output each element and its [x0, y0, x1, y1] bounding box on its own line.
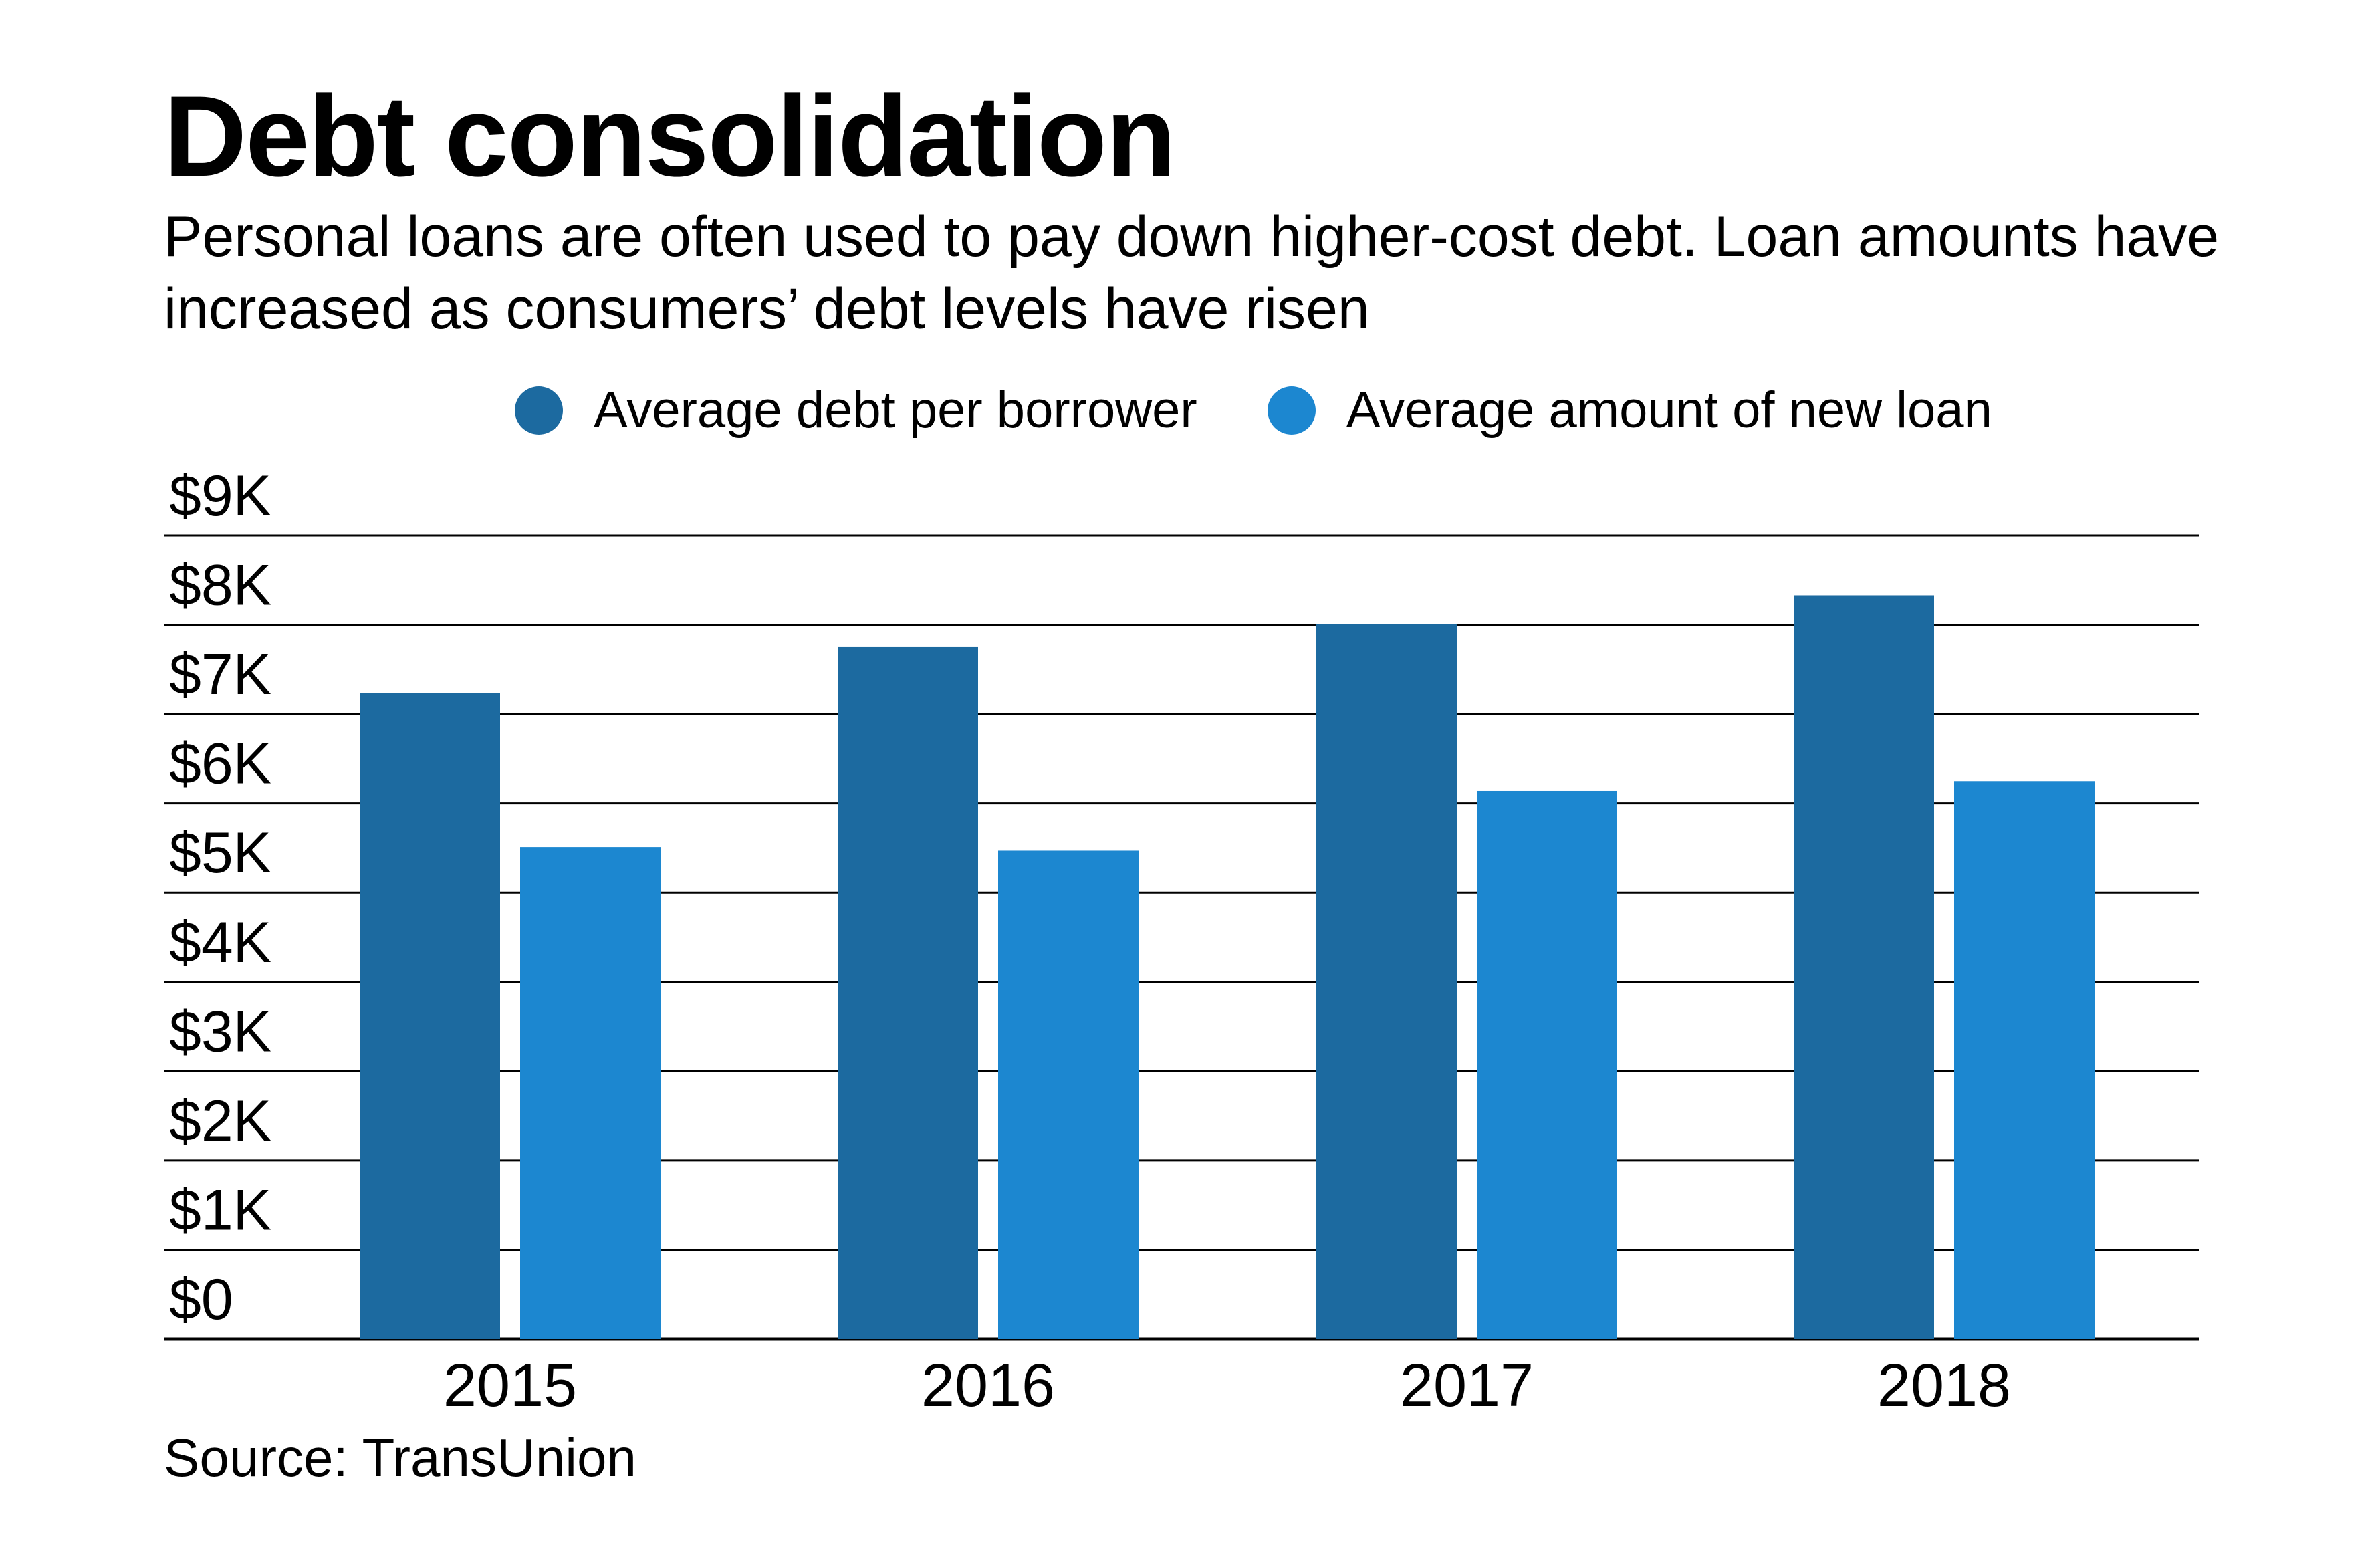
y-tick-label: $2K: [169, 1089, 271, 1153]
legend-label: Average debt per borrower: [594, 382, 1197, 439]
bar-new-loan-2015: [520, 847, 661, 1339]
y-tick-label: $7K: [169, 642, 271, 707]
bar-new-loan-2017: [1477, 790, 1617, 1339]
bar-debt-per-borrower-2016: [838, 646, 978, 1339]
bar-debt-per-borrower-2015: [360, 693, 500, 1339]
x-tick-label: 2015: [443, 1352, 577, 1419]
bar-new-loan-2016: [998, 850, 1139, 1339]
y-tick-label: $1K: [169, 1178, 271, 1242]
x-tick-label: 2018: [1877, 1352, 2011, 1419]
y-tick-label: $8K: [169, 554, 271, 618]
y-tick-label: $0: [169, 1268, 233, 1332]
bar-debt-per-borrower-2018: [1794, 595, 1934, 1340]
chart-title: Debt consolidation: [164, 72, 1176, 201]
bar-new-loan-2018: [1954, 781, 2095, 1339]
source-note: Source: TransUnion: [164, 1428, 637, 1487]
legend-label: Average amount of new loan: [1346, 382, 1992, 439]
chart-subtitle: Personal loans are often used to pay dow…: [164, 205, 2220, 341]
y-tick-label: $6K: [169, 732, 271, 796]
x-tick-label: 2016: [921, 1352, 1055, 1419]
y-tick-label: $5K: [169, 821, 271, 885]
bar-debt-per-borrower-2017: [1316, 624, 1457, 1339]
y-tick-label: $9K: [169, 464, 271, 528]
legend-item-new-loan: Average amount of new loan: [1267, 381, 1992, 439]
legend-swatch-new-loan: [1267, 386, 1316, 435]
x-tick-label: 2017: [1400, 1352, 1534, 1419]
legend-swatch-debt-per-borrower: [515, 386, 563, 435]
legend: Average debt per borrower Average amount…: [515, 381, 2062, 439]
y-tick-label: $4K: [169, 911, 271, 975]
y-tick-label: $3K: [169, 999, 271, 1064]
legend-item-debt-per-borrower: Average debt per borrower: [515, 381, 1197, 439]
